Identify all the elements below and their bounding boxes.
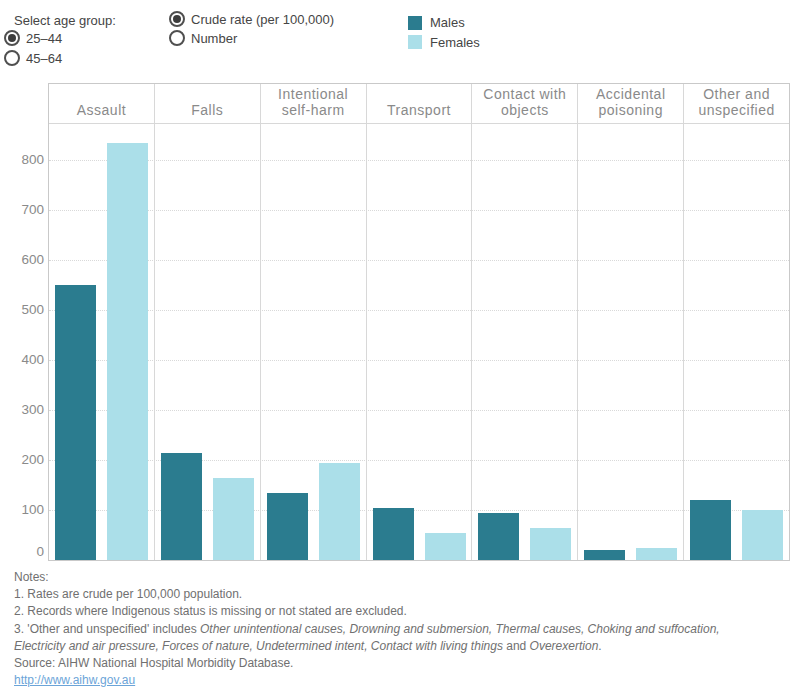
panel-plot <box>155 124 260 560</box>
panel-plot <box>578 124 683 560</box>
category-header: Assault <box>49 84 154 123</box>
category-panel-3: Transport <box>367 84 473 560</box>
bar-females-accidental-poisoning[interactable] <box>636 548 677 561</box>
category-header: Other and unspecified <box>684 84 789 123</box>
age-group-option-0[interactable]: 25–44 <box>4 30 62 46</box>
category-panel-2: Intentional self-harm <box>261 84 367 560</box>
note-text: Overexertion <box>530 639 599 653</box>
category-header-text: Accidental poisoning <box>586 86 676 118</box>
category-header-text: Contact with objects <box>480 86 570 118</box>
y-tick-label: 200 <box>21 452 44 467</box>
bar-males-other-and-unspecified[interactable] <box>690 500 731 560</box>
bar-females-intentional-self-harm[interactable] <box>319 463 360 561</box>
category-panel-5: Accidental poisoning <box>578 84 684 560</box>
panel-plot <box>472 124 577 560</box>
category-header: Intentional self-harm <box>261 84 366 123</box>
legend-label: Females <box>430 35 480 50</box>
category-header-text: Transport <box>387 102 451 118</box>
panel-plot <box>367 124 472 560</box>
category-header: Transport <box>367 84 472 123</box>
note-line: 2. Records where Indigenous status is mi… <box>14 603 794 620</box>
category-panel-6: Other and unspecified <box>684 84 789 560</box>
category-header: Accidental poisoning <box>578 84 683 123</box>
measure-option-label: Number <box>191 31 237 46</box>
y-tick-label: 700 <box>21 202 44 217</box>
category-panel-4: Contact with objects <box>472 84 578 560</box>
category-header-text: Intentional self-harm <box>268 86 358 118</box>
bar-males-falls[interactable] <box>161 453 202 561</box>
radio-icon <box>169 30 185 46</box>
link-line: http://www.aihw.gov.au <box>14 672 794 689</box>
note-text: Electricity and air pressure, Forces of … <box>14 639 503 653</box>
panel-plot <box>49 124 154 560</box>
y-tick-label: 100 <box>21 502 44 517</box>
measure-option-1[interactable]: Number <box>169 30 237 46</box>
y-tick-label: 0 <box>36 544 44 559</box>
category-header: Contact with objects <box>472 84 577 123</box>
panel-plot <box>684 124 789 560</box>
bar-females-falls[interactable] <box>213 478 254 561</box>
note-line: Electricity and air pressure, Forces of … <box>14 638 794 655</box>
bar-females-other-and-unspecified[interactable] <box>742 510 783 560</box>
dashboard: Select age group: 25–44 45–64 Crude rate … <box>0 0 800 700</box>
age-group-parameter-title: Select age group: <box>14 13 116 28</box>
panel-plot <box>261 124 366 560</box>
y-axis: 0 100 200 300 400 500 600 700 800 <box>0 83 45 561</box>
radio-dot <box>173 15 181 23</box>
note-text: and <box>503 639 530 653</box>
legend-item-females[interactable]: Females <box>408 35 480 50</box>
measure-option-0[interactable]: Crude rate (per 100,000) <box>169 11 334 27</box>
chart-panels: Assault Falls Intentional self-harm Transpo… <box>49 84 789 560</box>
category-panel-1: Falls <box>155 84 261 560</box>
note-line: 1. Rates are crude per 100,000 populatio… <box>14 586 794 603</box>
category-panel-0: Assault <box>49 84 155 560</box>
legend-item-males[interactable]: Males <box>408 15 465 30</box>
header-divider <box>49 123 789 124</box>
age-group-option-label: 45–64 <box>26 51 62 66</box>
y-tick-label: 400 <box>21 352 44 367</box>
legend-swatch <box>408 16 422 30</box>
notes: Notes:1. Rates are crude per 100,000 pop… <box>14 569 794 689</box>
age-group-option-label: 25–44 <box>26 31 62 46</box>
legend-swatch <box>408 35 422 49</box>
note-text: 1. Rates are crude per 100,000 populatio… <box>14 587 242 601</box>
y-tick-label: 300 <box>21 402 44 417</box>
y-tick-label: 500 <box>21 302 44 317</box>
radio-icon <box>4 50 20 66</box>
bar-males-accidental-poisoning[interactable] <box>584 550 625 560</box>
bar-males-intentional-self-harm[interactable] <box>267 493 308 561</box>
radio-icon <box>169 11 185 27</box>
bar-females-contact-with-objects[interactable] <box>530 528 571 561</box>
category-header-text: Falls <box>191 102 223 118</box>
measure-option-label: Crude rate (per 100,000) <box>191 12 334 27</box>
radio-icon <box>4 30 20 46</box>
legend-label: Males <box>430 15 465 30</box>
radio-dot <box>8 34 16 42</box>
bar-chart: Assault Falls Intentional self-harm Transpo… <box>48 83 790 561</box>
note-line: 3. 'Other and unspecified' includes Othe… <box>14 621 794 638</box>
category-header-text: Assault <box>77 102 126 118</box>
category-header-text: Other and unspecified <box>692 86 782 118</box>
y-tick-label: 800 <box>21 152 44 167</box>
bar-males-assault[interactable] <box>55 285 96 560</box>
note-text: . <box>598 639 601 653</box>
y-tick-label: 600 <box>21 252 44 267</box>
note-text: Other unintentional causes, Drowning and… <box>200 622 720 636</box>
note-text: 3. 'Other and unspecified' includes <box>14 622 200 636</box>
note-text: Source: AIHW National Hospital Morbidity… <box>14 656 293 670</box>
bar-females-assault[interactable] <box>107 143 148 561</box>
bar-males-transport[interactable] <box>373 508 414 561</box>
age-group-option-1[interactable]: 45–64 <box>4 50 62 66</box>
bar-females-transport[interactable] <box>425 533 466 561</box>
aihw-link[interactable]: http://www.aihw.gov.au <box>14 673 135 687</box>
category-header: Falls <box>155 84 260 123</box>
note-line: Source: AIHW National Hospital Morbidity… <box>14 655 794 672</box>
notes-title: Notes: <box>14 569 794 586</box>
bar-males-contact-with-objects[interactable] <box>478 513 519 561</box>
note-text: 2. Records where Indigenous status is mi… <box>14 604 407 618</box>
